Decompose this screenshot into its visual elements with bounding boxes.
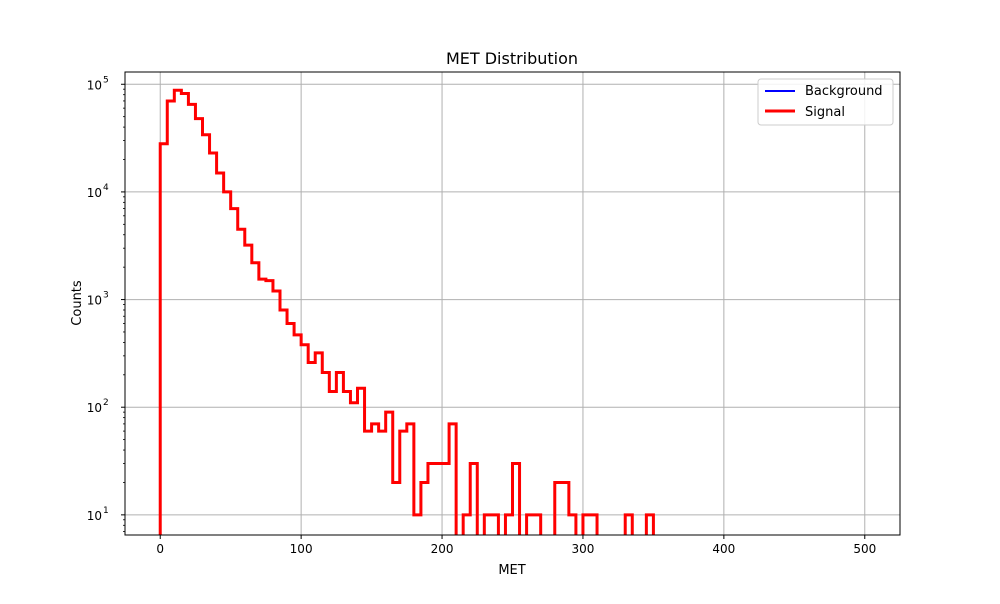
- y-tick-exponent: 3: [103, 291, 109, 301]
- x-tick-label: 200: [431, 542, 454, 556]
- x-tick-label: 400: [712, 542, 735, 556]
- y-tick-label: 10: [87, 401, 102, 415]
- chart-title: MET Distribution: [446, 49, 578, 68]
- x-tick-label: 0: [156, 542, 164, 556]
- plot-frame: [124, 71, 901, 536]
- y-tick-exponent: 5: [103, 75, 109, 85]
- legend: Background Signal: [757, 78, 894, 126]
- y-tick-label: 10: [87, 78, 102, 92]
- histogram-series: [158, 88, 655, 535]
- y-tick-exponent: 4: [103, 183, 109, 193]
- series-signal-steps: [158, 88, 655, 535]
- y-tick-exponent: 1: [103, 506, 109, 516]
- y-axis-label: Counts: [70, 280, 85, 326]
- y-tick-label: 10: [87, 294, 102, 308]
- x-tick-label: 500: [853, 542, 876, 556]
- grid-lines: [125, 72, 900, 535]
- x-tick-label: 100: [290, 542, 313, 556]
- x-tick-label: 300: [572, 542, 595, 556]
- y-tick-exponent: 2: [103, 398, 109, 408]
- x-axis-label: MET: [498, 563, 525, 578]
- y-tick-label: 10: [87, 186, 102, 200]
- legend-label-signal: Signal: [805, 105, 845, 120]
- legend-label-background: Background: [805, 84, 883, 99]
- y-tick-label: 10: [87, 509, 102, 523]
